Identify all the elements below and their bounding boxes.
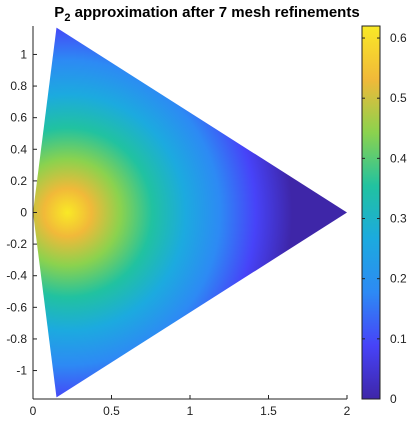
- x-tick-label: 1: [187, 404, 194, 418]
- y-tick-label: -0.8: [6, 332, 27, 346]
- y-tick-label: -1: [16, 364, 27, 378]
- colorbar-tick-label: 0: [390, 392, 397, 406]
- y-tick-label: -0.4: [6, 269, 27, 283]
- title-rest: approximation after 7 mesh refinements: [70, 4, 359, 21]
- colorbar-tick-label: 0.3: [390, 212, 407, 226]
- colorbar-frame: [361, 25, 381, 400]
- y-axis-ticks: 1 0.8 0.6 0.4 0.2 0 -0.2 -0.4 -0.6 -0.8 -1: [6, 47, 37, 378]
- colorbar-tick-label: 0.2: [390, 272, 407, 286]
- x-tick-label: 2: [344, 404, 351, 418]
- plot-area: [33, 27, 347, 398]
- y-tick-label: 0.6: [10, 111, 27, 125]
- y-tick-label: -0.2: [6, 237, 27, 251]
- colorbar-tick-label: 0.4: [390, 151, 407, 165]
- colorbar-gradient: [362, 26, 380, 399]
- colorbar-tick-label: 0.6: [390, 31, 407, 45]
- x-tick-label: 1.5: [260, 404, 277, 418]
- chart-title: P2 approximation after 7 mesh refinement…: [54, 4, 359, 24]
- y-tick-label: -0.6: [6, 300, 27, 314]
- y-tick-label: 1: [20, 47, 27, 61]
- x-axis-ticks: 0 0.5 1 1.5 2: [30, 395, 351, 418]
- y-tick-label: 0.8: [10, 79, 27, 93]
- colorbar-ticks: 0 0.1 0.2 0.3 0.4 0.5 0.6: [362, 31, 407, 406]
- colorbar-tick-label: 0.5: [390, 91, 407, 105]
- title-main: P: [54, 4, 64, 21]
- x-tick-label: 0.5: [103, 404, 120, 418]
- title-text: P2 approximation after 7 mesh refinement…: [54, 4, 359, 24]
- title-subscript: 2: [64, 12, 70, 24]
- colorbar: 0 0.1 0.2 0.3 0.4 0.5 0.6: [361, 25, 407, 406]
- colorbar-tick-label: 0.1: [390, 332, 407, 346]
- y-tick-label: 0.4: [10, 142, 27, 156]
- axes: 0 0.5 1 1.5 2 1 0.8 0.6 0.4 0.2 0 -0.2 -0.4 -0.6 -0.8…: [6, 26, 351, 418]
- y-tick-label: 0: [20, 206, 27, 220]
- y-tick-label: 0.2: [10, 174, 27, 188]
- solution-field: [33, 27, 347, 398]
- x-tick-label: 0: [30, 404, 37, 418]
